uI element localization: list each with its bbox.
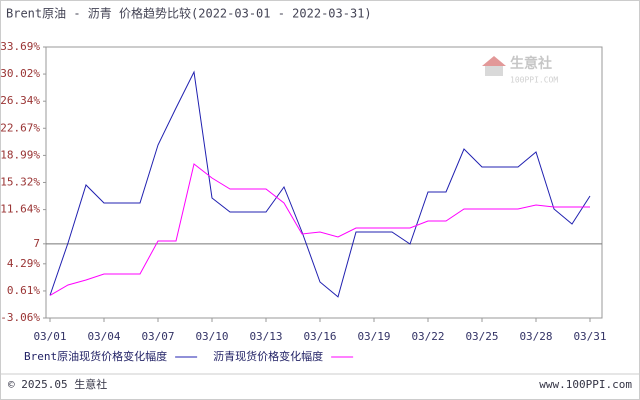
- series-line: [49, 70, 591, 298]
- series-line: [49, 163, 590, 296]
- y-tick-label: 7: [33, 237, 40, 250]
- y-tick-label: 18.99%: [0, 148, 40, 161]
- y-tick-label: 4.29%: [7, 257, 40, 270]
- y-tick-label: 15.32%: [0, 175, 40, 188]
- x-tick-label: 03/16: [303, 330, 336, 343]
- legend-label: Brent原油现货价格变化幅度: [24, 349, 167, 363]
- footer-left: © 2025.05 生意社: [8, 377, 107, 391]
- x-tick-label: 03/19: [357, 330, 390, 343]
- watermark-site: 100PPI.COM: [510, 76, 558, 85]
- y-tick-label: 22.67%: [0, 121, 40, 134]
- y-tick-label: 26.34%: [0, 94, 40, 107]
- y-tick-label: -3.06%: [0, 311, 40, 324]
- chart-title: Brent原油 - 沥青 价格趋势比较(2022-03-01 - 2022-03…: [6, 6, 372, 21]
- y-tick-label: 30.02%: [0, 67, 40, 80]
- watermark: 生意社 100PPI.COM: [482, 55, 558, 85]
- x-tick-label: 03/07: [141, 330, 174, 343]
- y-tick-label: 33.69%: [0, 40, 40, 53]
- x-tick-label: 03/31: [573, 330, 606, 343]
- watermark-logo: [482, 56, 506, 66]
- watermark-logo: [485, 66, 503, 76]
- x-tick-label: 03/13: [249, 330, 282, 343]
- x-tick-label: 03/04: [87, 330, 120, 343]
- x-tick-label: 03/10: [195, 330, 228, 343]
- x-tick-label: 03/01: [33, 330, 66, 343]
- watermark-name: 生意社: [510, 55, 552, 72]
- y-tick-label: 0.61%: [7, 284, 40, 297]
- x-tick-label: 03/22: [411, 330, 444, 343]
- x-tick-label: 03/25: [465, 330, 498, 343]
- y-tick-label: 11.64%: [0, 203, 40, 216]
- x-tick-label: 03/28: [519, 330, 552, 343]
- legend-label: 沥青现货价格变化幅度: [213, 349, 323, 363]
- footer-right: www.100PPI.com: [539, 378, 632, 391]
